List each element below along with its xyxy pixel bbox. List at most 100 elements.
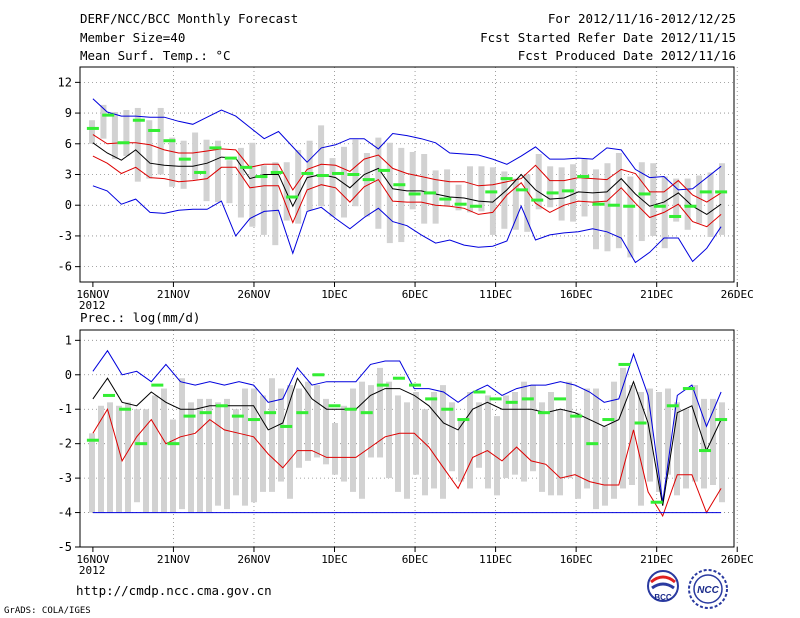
- observed-marker: [361, 411, 373, 414]
- observed-marker: [409, 192, 421, 195]
- observed-marker: [470, 205, 482, 208]
- mean-series-line: [93, 143, 721, 215]
- observed-marker: [135, 442, 147, 445]
- member-range-bar: [650, 163, 656, 236]
- observed-marker: [151, 384, 163, 387]
- member-range-bar: [582, 159, 588, 216]
- observed-marker: [225, 157, 237, 160]
- x-year-label: 2012: [79, 564, 106, 577]
- x-tick-label: 16DEC: [560, 288, 593, 301]
- observed-marker: [473, 391, 485, 394]
- observed-marker: [602, 418, 614, 421]
- observed-marker: [669, 215, 681, 218]
- member-range-bar: [98, 406, 104, 513]
- member-range-bar: [404, 402, 410, 498]
- member-range-bar: [249, 143, 255, 227]
- member-range-bar: [584, 389, 590, 489]
- member-range-bar: [269, 378, 275, 492]
- observed-marker: [608, 204, 620, 207]
- member-range-bar: [602, 426, 608, 505]
- observed-marker: [209, 146, 221, 149]
- observed-marker: [700, 190, 712, 193]
- member-range-bar: [260, 395, 266, 491]
- member-range-bar: [161, 389, 167, 513]
- observed-marker: [332, 172, 344, 175]
- member-range-bar: [593, 389, 599, 510]
- observed-marker: [683, 387, 695, 390]
- observed-marker: [216, 404, 228, 407]
- x-tick-label: 6DEC: [402, 288, 429, 301]
- observed-marker: [715, 418, 727, 421]
- observed-marker: [522, 397, 534, 400]
- member-range-bar: [575, 413, 581, 499]
- observed-marker: [167, 442, 179, 445]
- y-tick-label: -3: [58, 471, 72, 485]
- member-range-bar: [350, 389, 356, 492]
- observed-marker: [425, 397, 437, 400]
- bcc-logo: BCC: [642, 568, 684, 612]
- observed-marker: [409, 384, 421, 387]
- observed-marker: [393, 377, 405, 380]
- member-range-bar: [539, 402, 545, 492]
- source-url: http://cmdp.ncc.cma.gov.cn: [76, 583, 272, 598]
- observed-marker: [133, 119, 145, 122]
- x-tick-label: 1DEC: [321, 288, 348, 301]
- observed-marker: [554, 397, 566, 400]
- x-tick-label: 1DEC: [321, 553, 348, 566]
- ncc-logo: NCC: [686, 568, 730, 614]
- member-range-bar: [512, 392, 518, 475]
- member-range-bar: [398, 148, 404, 242]
- observed-marker: [232, 415, 244, 418]
- observed-marker: [329, 404, 341, 407]
- observed-marker: [651, 501, 663, 504]
- max-series-line: [93, 99, 721, 190]
- temp-panel: -6 -3 0 3 6 9 12 16NOV 21NOV 26NOV 1DEC 6DEC 11DEC 16…: [58, 67, 754, 312]
- y-tick-label: 3: [65, 168, 72, 182]
- observed-marker: [200, 411, 212, 414]
- y-tick-label: 1: [65, 333, 72, 347]
- observed-marker: [312, 373, 324, 376]
- member-range-bar: [616, 153, 622, 248]
- member-range-bar: [490, 167, 496, 235]
- observed-marker: [684, 205, 696, 208]
- observed-marker: [667, 404, 679, 407]
- observed-marker: [345, 408, 357, 411]
- observed-marker: [699, 449, 711, 452]
- observed-marker: [255, 175, 267, 178]
- observed-marker: [103, 394, 115, 397]
- observed-marker: [248, 418, 260, 421]
- y-tick-label: -4: [58, 506, 72, 520]
- member-range-bar: [547, 166, 553, 207]
- member-range-bar: [204, 140, 210, 201]
- observed-marker: [439, 198, 451, 201]
- member-range-bar: [433, 170, 439, 223]
- observed-marker: [639, 192, 651, 195]
- observed-marker: [184, 415, 196, 418]
- member-range-bar: [359, 382, 365, 499]
- member-range-bar: [224, 399, 230, 509]
- observed-marker: [301, 172, 313, 175]
- observed-marker: [118, 141, 130, 144]
- member-range-bar: [410, 152, 416, 209]
- member-range-bar: [421, 154, 427, 224]
- observed-marker: [87, 439, 99, 442]
- observed-marker: [296, 411, 308, 414]
- observed-marker: [593, 203, 605, 206]
- member-range-bar: [444, 169, 450, 206]
- y-tick-label: 0: [65, 368, 72, 382]
- y-tick-label: 9: [65, 106, 72, 120]
- member-range-bar: [89, 433, 95, 512]
- observed-marker: [501, 177, 513, 180]
- observed-marker: [618, 363, 630, 366]
- member-range-bar: [683, 409, 689, 488]
- member-range-bar: [521, 382, 527, 482]
- x-tick-label: 16DEC: [560, 553, 593, 566]
- member-range-bar: [422, 409, 428, 495]
- member-range-bar: [152, 395, 158, 512]
- observed-marker: [377, 384, 389, 387]
- y-tick-label: -2: [58, 437, 72, 451]
- observed-marker: [87, 127, 99, 130]
- observed-marker: [441, 408, 453, 411]
- y-tick-label: 6: [65, 137, 72, 151]
- observed-marker: [586, 442, 598, 445]
